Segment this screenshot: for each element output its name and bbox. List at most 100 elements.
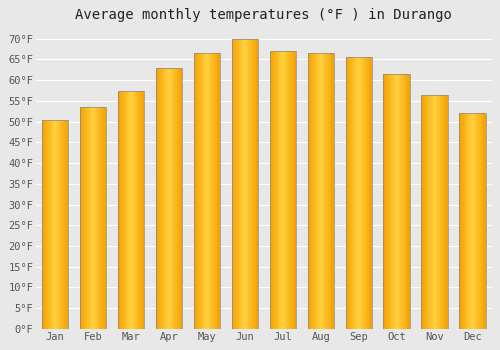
Bar: [272, 51, 273, 329]
Bar: [319, 53, 320, 329]
Bar: [384, 74, 386, 329]
Bar: [200, 53, 202, 329]
Bar: [360, 57, 362, 329]
Bar: [92, 107, 93, 329]
Bar: [56, 120, 57, 329]
Bar: [242, 39, 243, 329]
Bar: [392, 74, 394, 329]
Bar: [250, 39, 251, 329]
Bar: [284, 51, 286, 329]
Bar: [237, 39, 238, 329]
Bar: [60, 120, 62, 329]
Bar: [332, 53, 334, 329]
Bar: [406, 74, 408, 329]
Bar: [167, 68, 168, 329]
Bar: [122, 91, 123, 329]
Bar: [49, 120, 50, 329]
Bar: [177, 68, 178, 329]
Bar: [194, 53, 220, 329]
Bar: [446, 95, 447, 329]
Bar: [253, 39, 254, 329]
Bar: [477, 113, 478, 329]
Bar: [394, 74, 395, 329]
Bar: [480, 113, 482, 329]
Bar: [88, 107, 90, 329]
Bar: [178, 68, 180, 329]
Bar: [371, 57, 372, 329]
Bar: [235, 39, 236, 329]
Bar: [93, 107, 94, 329]
Bar: [90, 107, 92, 329]
Bar: [313, 53, 314, 329]
Bar: [62, 120, 63, 329]
Bar: [212, 53, 213, 329]
Bar: [367, 57, 368, 329]
Bar: [63, 120, 64, 329]
Bar: [46, 120, 47, 329]
Bar: [213, 53, 214, 329]
Bar: [485, 113, 486, 329]
Bar: [474, 113, 476, 329]
Bar: [207, 53, 208, 329]
Bar: [329, 53, 330, 329]
Bar: [401, 74, 402, 329]
Bar: [434, 95, 436, 329]
Bar: [278, 51, 280, 329]
Bar: [294, 51, 296, 329]
Bar: [463, 113, 464, 329]
Bar: [324, 53, 326, 329]
Bar: [396, 74, 397, 329]
Bar: [194, 53, 196, 329]
Bar: [244, 39, 245, 329]
Bar: [236, 39, 237, 329]
Bar: [175, 68, 176, 329]
Bar: [442, 95, 444, 329]
Bar: [48, 120, 49, 329]
Bar: [308, 53, 334, 329]
Bar: [44, 120, 46, 329]
Bar: [426, 95, 427, 329]
Bar: [346, 57, 372, 329]
Bar: [159, 68, 160, 329]
Bar: [156, 68, 182, 329]
Bar: [170, 68, 171, 329]
Bar: [118, 91, 120, 329]
Bar: [464, 113, 466, 329]
Bar: [130, 91, 131, 329]
Bar: [196, 53, 198, 329]
Bar: [174, 68, 176, 329]
Bar: [312, 53, 313, 329]
Bar: [58, 120, 59, 329]
Bar: [95, 107, 96, 329]
Bar: [218, 53, 220, 329]
Bar: [256, 39, 258, 329]
Bar: [103, 107, 104, 329]
Bar: [42, 120, 43, 329]
Bar: [161, 68, 162, 329]
Bar: [346, 57, 348, 329]
Bar: [370, 57, 372, 329]
Bar: [129, 91, 130, 329]
Bar: [132, 91, 133, 329]
Bar: [388, 74, 389, 329]
Bar: [42, 120, 43, 329]
Bar: [234, 39, 235, 329]
Bar: [200, 53, 201, 329]
Bar: [368, 57, 370, 329]
Bar: [422, 95, 448, 329]
Bar: [252, 39, 253, 329]
Bar: [327, 53, 328, 329]
Bar: [393, 74, 394, 329]
Bar: [80, 107, 106, 329]
Bar: [356, 57, 357, 329]
Bar: [472, 113, 473, 329]
Bar: [216, 53, 217, 329]
Bar: [169, 68, 170, 329]
Bar: [42, 120, 68, 329]
Bar: [434, 95, 435, 329]
Bar: [403, 74, 404, 329]
Bar: [172, 68, 174, 329]
Bar: [385, 74, 386, 329]
Bar: [484, 113, 485, 329]
Bar: [210, 53, 212, 329]
